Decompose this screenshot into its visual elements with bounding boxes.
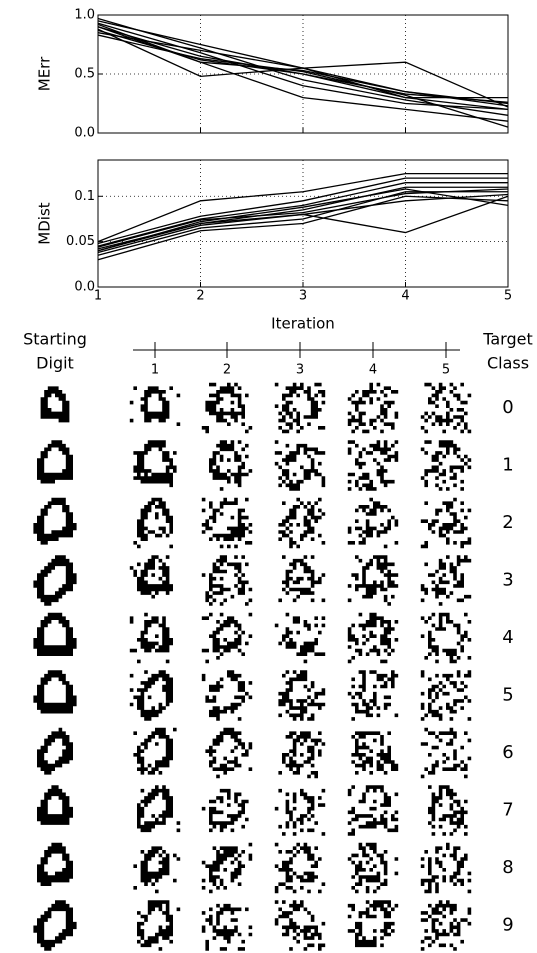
digit-image xyxy=(275,383,325,433)
digit-image xyxy=(205,728,252,778)
series-line xyxy=(98,19,508,116)
digit-image xyxy=(133,440,176,487)
digit-image xyxy=(130,386,180,426)
digit-image xyxy=(209,440,252,490)
iteration-label: 1 xyxy=(151,363,159,378)
iteration-label: 5 xyxy=(442,363,450,378)
digit-image xyxy=(275,440,325,490)
x-tick-label: 2 xyxy=(196,289,204,304)
digit-image xyxy=(421,440,471,490)
y-tick-label: 0.0 xyxy=(74,280,95,295)
digit-image xyxy=(33,670,76,713)
digit-image xyxy=(421,728,471,778)
y-tick-label: 0.05 xyxy=(66,234,95,249)
digit-image xyxy=(133,498,173,548)
digit-image xyxy=(421,670,471,720)
digit-image xyxy=(37,843,73,886)
digit-image xyxy=(351,731,398,774)
y-axis-label: MDist xyxy=(36,202,54,244)
digit-image xyxy=(275,789,325,836)
column-header: Target xyxy=(482,330,533,349)
y-axis-label: MErr xyxy=(36,56,54,91)
digit-image xyxy=(202,789,249,832)
digit-image xyxy=(348,843,398,893)
column-header: Class xyxy=(487,354,529,373)
digit-image xyxy=(348,670,398,720)
digit-image xyxy=(275,843,325,893)
digit-image xyxy=(278,555,325,602)
digit-image xyxy=(275,613,325,663)
digit-image xyxy=(421,900,471,950)
digit-image xyxy=(348,383,398,433)
series-line xyxy=(98,35,508,127)
x-tick-label: 1 xyxy=(94,289,102,304)
y-tick-label: 0.1 xyxy=(74,189,95,204)
target-class: 2 xyxy=(502,512,513,533)
digit-image xyxy=(348,785,398,835)
digit-image xyxy=(421,498,471,548)
digit-image xyxy=(202,383,252,433)
digit-image xyxy=(33,498,76,545)
digit-image xyxy=(41,386,70,422)
column-header: Starting xyxy=(23,330,87,349)
digit-image xyxy=(348,900,398,947)
digit-image xyxy=(202,670,252,720)
digit-image xyxy=(130,670,173,720)
digit-image xyxy=(202,904,252,951)
x-tick-label: 3 xyxy=(299,289,307,304)
digit-image xyxy=(137,785,180,832)
digit-image xyxy=(278,670,325,720)
column-header: Digit xyxy=(36,354,74,373)
digit-image xyxy=(348,555,398,605)
digit-image xyxy=(275,900,325,950)
iteration-label: 4 xyxy=(369,363,377,378)
target-class: 1 xyxy=(502,455,513,476)
digit-image xyxy=(137,900,180,950)
digit-image xyxy=(133,728,176,775)
figure: 0.0 0.5 1.0 MErr 1 2 3 4 5 0.0 0.05 0.1 MDist Iterati… xyxy=(0,0,537,953)
digit-image xyxy=(348,498,398,548)
series-line xyxy=(98,27,508,106)
target-class: 5 xyxy=(502,685,513,706)
x-tick-label: 5 xyxy=(504,289,512,304)
digit-image xyxy=(202,498,252,548)
x-tick-label: 4 xyxy=(401,289,409,304)
target-class: 9 xyxy=(502,915,513,936)
y-tick-label: 1.0 xyxy=(74,8,95,23)
digit-image xyxy=(37,785,73,825)
digit-image xyxy=(33,613,76,656)
digit-image xyxy=(421,555,471,605)
x-axis-label: Iteration xyxy=(271,315,335,333)
y-tick-label: 0.5 xyxy=(74,67,95,82)
digit-image xyxy=(348,440,398,490)
target-class: 7 xyxy=(502,800,513,821)
digit-image xyxy=(133,846,180,893)
digit-image xyxy=(421,613,471,663)
digit-image xyxy=(278,731,325,778)
target-class: 0 xyxy=(502,397,513,418)
digit-image xyxy=(37,728,73,775)
digit-image xyxy=(348,613,398,663)
target-class: 4 xyxy=(502,627,513,648)
iteration-label: 2 xyxy=(223,363,231,378)
digit-image xyxy=(278,498,325,548)
digit-image xyxy=(421,383,471,433)
target-class: 8 xyxy=(502,857,513,878)
digit-image xyxy=(33,900,76,950)
digit-image xyxy=(202,843,252,893)
digit-image xyxy=(202,613,252,663)
target-class: 6 xyxy=(502,742,513,763)
y-tick-label: 0.0 xyxy=(74,126,95,141)
target-class: 3 xyxy=(502,570,513,591)
digit-image xyxy=(33,555,76,605)
digit-image xyxy=(421,843,471,893)
digit-image xyxy=(37,440,73,483)
digit-image xyxy=(130,613,173,663)
digit-image xyxy=(202,555,252,605)
iteration-label: 3 xyxy=(296,363,304,378)
digit-image xyxy=(130,555,173,598)
digit-image xyxy=(428,785,468,835)
